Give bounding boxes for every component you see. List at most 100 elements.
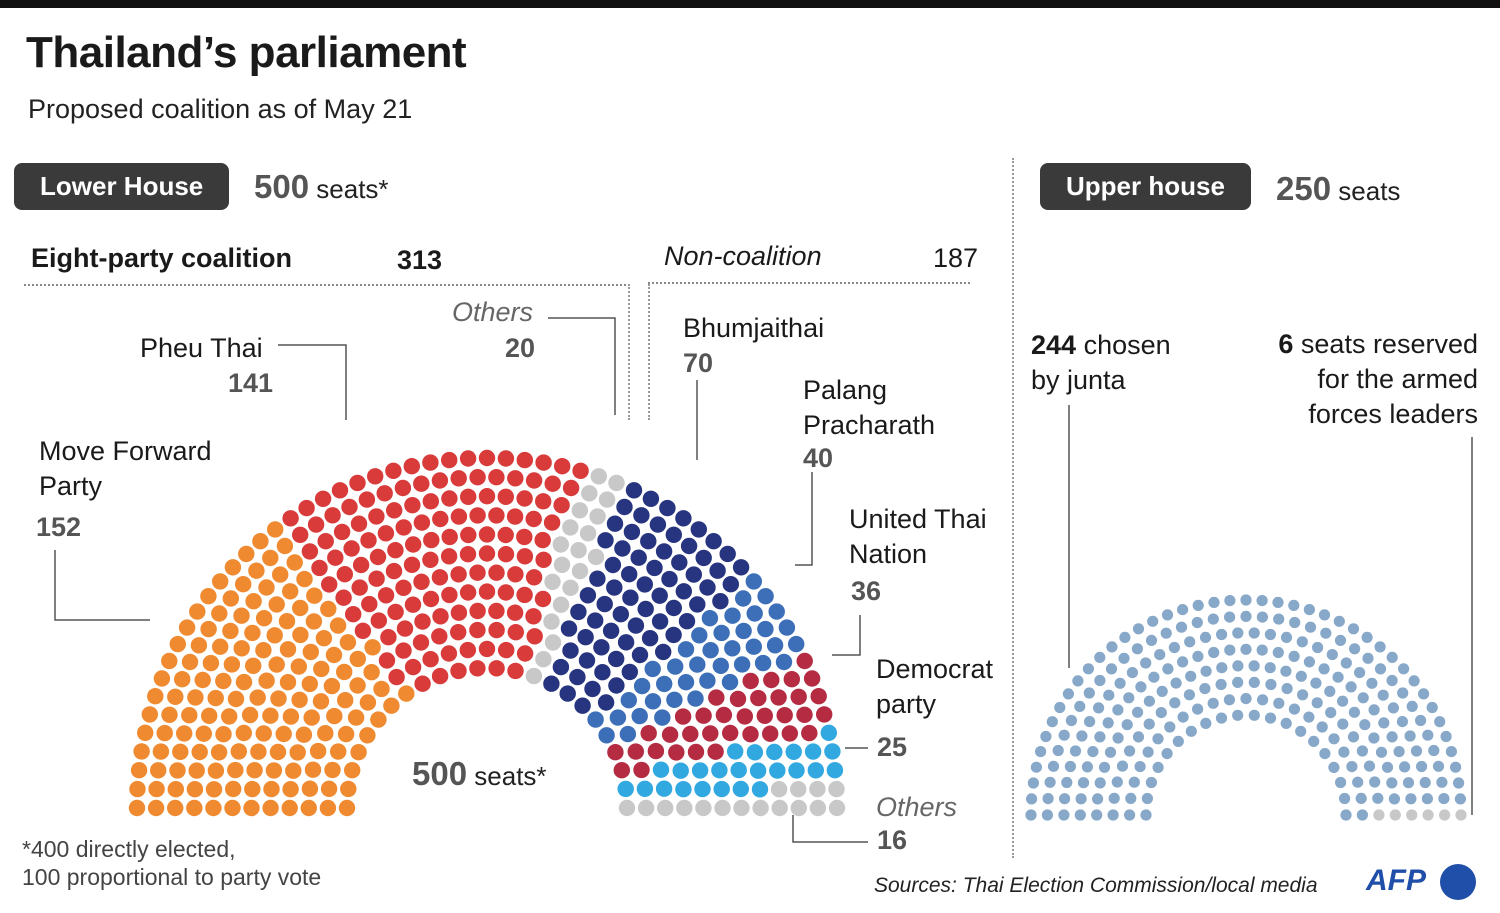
seat-dot-chosen-by-junta xyxy=(1170,677,1182,689)
seat-dot-chosen-by-junta xyxy=(1404,730,1416,742)
seat-dot-others xyxy=(571,562,589,580)
seat-dot-chosen-by-junta xyxy=(1297,689,1309,701)
seat-dot-chosen-by-junta xyxy=(1289,616,1301,629)
seat-dot-move-forward-party xyxy=(324,761,341,779)
seat-dot-move-forward-party xyxy=(174,671,191,688)
seat-dot-move-forward-party xyxy=(325,646,343,664)
seat-dot-pheu-thai xyxy=(298,499,315,517)
seat-dot-chosen-by-junta xyxy=(1416,760,1428,773)
seat-dot-chosen-by-junta xyxy=(1118,652,1130,664)
seat-dot-move-forward-party xyxy=(243,799,260,817)
seat-dot-pheu-thai xyxy=(354,622,372,639)
seat-dot-chosen-by-junta xyxy=(1112,732,1124,744)
seat-dot-move-forward-party xyxy=(363,664,380,681)
upper-house-seat-number: 250 xyxy=(1276,170,1332,207)
seat-dot-move-forward-party xyxy=(258,672,275,689)
seat-dot-pheu-thai xyxy=(378,652,396,669)
seat-dot-move-forward-party xyxy=(262,549,279,567)
seat-dot-chosen-by-junta xyxy=(1280,631,1293,644)
value-others-coalition: 20 xyxy=(505,333,536,363)
seat-dot-palang-pracharath xyxy=(689,656,706,673)
seat-dot-pheu-thai xyxy=(516,586,533,604)
seat-dot-chosen-by-junta xyxy=(1103,689,1115,701)
seat-dot-move-forward-party xyxy=(315,630,333,647)
seat-dot-move-forward-party xyxy=(178,619,196,636)
seat-dot-chosen-by-junta xyxy=(1418,688,1430,700)
seat-dot-pheu-thai xyxy=(516,528,533,546)
seat-dot-pheu-thai xyxy=(370,612,387,629)
seat-dot-pheu-thai xyxy=(282,510,299,527)
noncoalition-vertical-divider xyxy=(648,284,650,420)
seat-dot-chosen-by-junta xyxy=(1208,646,1220,659)
seat-dot-chosen-by-junta xyxy=(1143,718,1155,730)
seat-dot-pheu-thai xyxy=(422,493,439,510)
seat-dot-move-forward-party xyxy=(245,593,262,610)
seat-dot-chosen-by-junta xyxy=(1107,809,1119,821)
seat-dot-move-forward-party xyxy=(186,799,203,817)
seat-dot-chosen-by-junta xyxy=(1054,701,1066,714)
seat-dot-palang-pracharath xyxy=(699,672,716,689)
seat-dot-bhumjaithai xyxy=(608,677,625,694)
seat-dot-pheu-thai xyxy=(404,596,422,613)
seat-dot-move-forward-party xyxy=(340,780,357,798)
seat-dot-chosen-by-junta xyxy=(1081,761,1093,773)
seat-dot-chosen-by-junta xyxy=(1111,776,1123,788)
seat-dot-bhumjaithai xyxy=(633,507,650,524)
seat-dot-chosen-by-junta xyxy=(1248,627,1260,639)
label-armed-2: for the armed xyxy=(1317,364,1478,394)
seat-dot-chosen-by-junta xyxy=(1177,711,1189,723)
seat-dot-pheu-thai xyxy=(412,634,430,651)
seat-dot-chosen-by-junta xyxy=(1265,678,1277,691)
seat-dot-chosen-by-junta xyxy=(1393,746,1405,758)
seat-dot-others xyxy=(770,781,788,798)
seat-dot-pheu-thai xyxy=(497,488,514,505)
seat-dot-chosen-by-junta xyxy=(1295,670,1307,682)
seat-dot-chosen-by-junta xyxy=(1312,641,1324,654)
seat-dot-move-forward-party xyxy=(241,706,259,724)
seat-dot-chosen-by-junta xyxy=(1273,697,1285,709)
seat-dot-pheu-thai xyxy=(441,490,458,507)
seat-dot-chosen-by-junta xyxy=(1140,657,1152,669)
label-utn-2: Nation xyxy=(849,539,928,569)
seat-dot-chosen-by-junta xyxy=(1339,792,1351,805)
seat-dot-chosen-by-junta xyxy=(1160,627,1172,639)
seat-dot-pheu-thai xyxy=(352,556,370,574)
seat-dot-pheu-thai xyxy=(414,675,431,692)
seat-dot-chosen-by-junta xyxy=(1192,599,1204,612)
seat-dot-pheu-thai xyxy=(469,507,486,524)
seat-dot-united-thai-nation xyxy=(736,708,753,725)
seat-dot-chosen-by-junta xyxy=(1396,716,1408,728)
seat-dot-pheu-thai xyxy=(469,660,486,677)
seat-dot-move-forward-party xyxy=(252,533,269,550)
seat-dot-bhumjaithai xyxy=(593,639,610,656)
seat-dot-pheu-thai xyxy=(507,662,524,680)
seat-dot-move-forward-party xyxy=(278,613,296,630)
seat-dot-chosen-by-junta xyxy=(1042,793,1054,805)
seat-dot-united-thai-nation xyxy=(776,707,793,724)
seat-dot-chosen-by-junta xyxy=(1334,634,1347,647)
seat-dot-bhumjaithai xyxy=(712,593,729,610)
seat-dot-move-forward-party xyxy=(233,607,250,624)
seat-dot-others xyxy=(570,542,587,559)
seat-dot-chosen-by-junta xyxy=(1155,707,1167,719)
seat-dot-chosen-by-junta xyxy=(1131,643,1143,655)
seat-dot-pheu-thai xyxy=(395,642,412,659)
seat-dot-united-thai-nation xyxy=(770,689,787,706)
seat-dot-chosen-by-junta xyxy=(1363,760,1376,772)
seat-dot-seats-reserved-for-the-armed-forces-leaders xyxy=(1373,809,1385,821)
label-armed-3: forces leaders xyxy=(1308,399,1478,429)
seat-dot-chosen-by-junta xyxy=(1125,792,1137,805)
sources: Sources: Thai Election Commission/local … xyxy=(874,874,1318,897)
seat-dot-seats-reserved-for-the-armed-forces-leaders xyxy=(1389,809,1401,821)
seat-dot-chosen-by-junta xyxy=(1335,776,1347,789)
seat-dot-move-forward-party xyxy=(301,675,318,693)
seat-dot-move-forward-party xyxy=(245,657,262,674)
seat-dot-pheu-thai xyxy=(525,472,543,489)
seat-dot-chosen-by-junta xyxy=(1145,634,1158,647)
seat-dot-others xyxy=(790,781,807,798)
seat-dot-pheu-thai xyxy=(360,532,377,549)
seat-dot-chosen-by-junta xyxy=(1062,688,1074,700)
seat-dot-pheu-thai xyxy=(377,587,395,604)
seat-dot-move-forward-party xyxy=(285,762,302,779)
seat-dot-chosen-by-junta xyxy=(1172,735,1184,748)
